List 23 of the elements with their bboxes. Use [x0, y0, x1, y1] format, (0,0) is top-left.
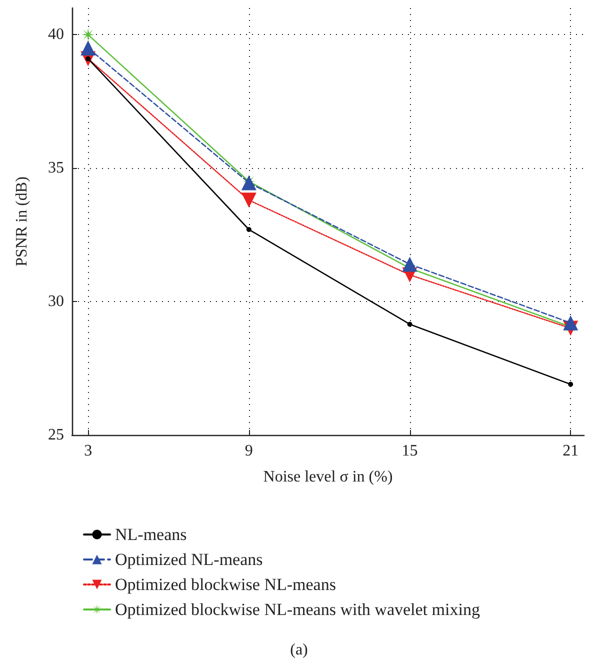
y-tick-label: 35 [48, 160, 64, 177]
y-tick-label: 40 [48, 26, 64, 44]
point [246, 227, 252, 232]
point [407, 322, 412, 327]
x-tick-label: 15 [402, 442, 418, 460]
point [568, 382, 574, 387]
point [402, 256, 418, 272]
legend-label: Optimized NL-means [115, 550, 263, 569]
point [80, 40, 96, 56]
point [563, 315, 578, 330]
x-tick-label: 9 [244, 442, 253, 460]
y-tick-label: 25 [48, 426, 64, 444]
x-tick-label: 3 [84, 442, 92, 460]
legend-label: NL-means [115, 525, 187, 544]
x-tick-label: 21 [562, 442, 579, 460]
x-axis-title: Noise level σ in (%) [263, 468, 393, 486]
text: (a) [290, 642, 308, 658]
legend-label: Optimized blockwise NL-means [115, 575, 336, 594]
y-axis-title: PSNR in (dB) [14, 176, 30, 266]
y-tick-label: 30 [48, 293, 64, 310]
legend-label: Optimized blockwise NL-means with wavelet mixing [115, 600, 480, 619]
point [241, 192, 256, 208]
point [82, 28, 95, 42]
